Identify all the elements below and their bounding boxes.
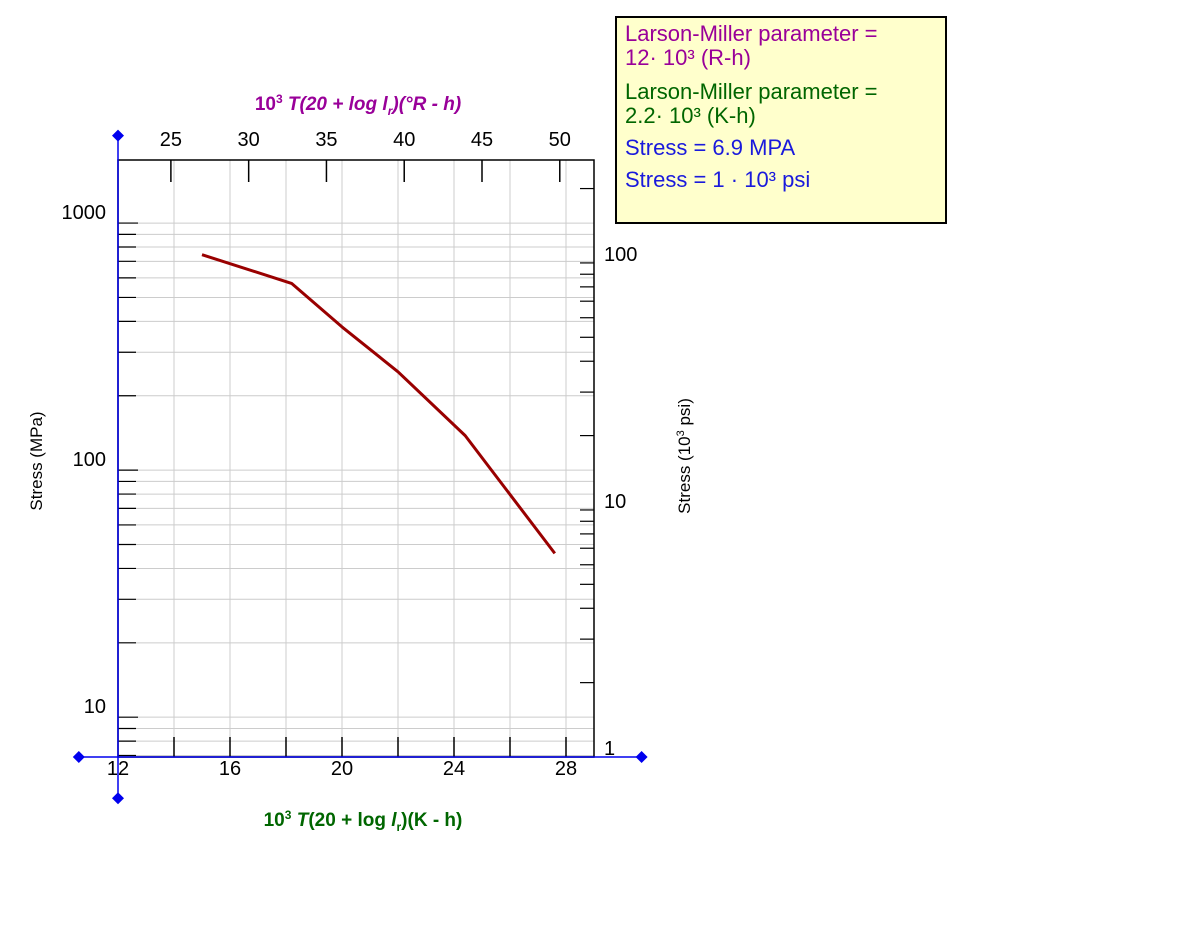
- y-left-tick-label: 1000: [62, 202, 107, 224]
- y-right-tick-label: 100: [604, 244, 637, 266]
- x-top-tick-label: 35: [315, 129, 337, 151]
- lm-rankine-label: Larson-Miller parameter =: [625, 21, 878, 46]
- y-axis-bottom-handle[interactable]: [112, 792, 124, 805]
- x-top-tick-label: 45: [471, 129, 493, 151]
- x-bottom-axis-title: 103 T(20 + log lr)(K - h): [264, 808, 463, 834]
- y-left-tick-label: 10: [84, 696, 106, 718]
- stress-psi-readout: Stress = 1 · 10³ psi: [625, 167, 811, 192]
- result-info-box: Larson-Miller parameter = 12· 10³ (R-h) …: [615, 16, 947, 224]
- axes: [117, 159, 595, 758]
- x-bottom-tick-label: 28: [555, 758, 577, 780]
- plot-frame: [117, 159, 595, 758]
- curve-layer: [201, 253, 556, 555]
- y-right-tick-label: 10: [604, 491, 626, 513]
- x-top-tick-label: 25: [160, 129, 182, 151]
- lm-kelvin-value: 2.2· 10³ (K-h): [625, 103, 756, 128]
- x-axis-left-handle[interactable]: [72, 751, 85, 763]
- x-axis-right-handle[interactable]: [635, 751, 648, 763]
- y-right-axis-title: Stress (103 psi): [675, 398, 694, 514]
- x-bottom-tick-label: 20: [331, 758, 353, 780]
- y-axis-top-handle[interactable]: [112, 129, 124, 142]
- y-left-tick-label: 100: [73, 449, 106, 471]
- lm-rankine-value: 12· 10³ (R-h): [625, 45, 751, 70]
- ticks: [118, 160, 594, 758]
- axis-handles[interactable]: [72, 129, 648, 805]
- x-bottom-tick-label: 16: [219, 758, 241, 780]
- stress-curve: [201, 253, 556, 555]
- y-right-tick-label: 1: [604, 738, 615, 760]
- x-top-axis-title: 103 T(20 + log lr)(°R - h): [255, 92, 461, 118]
- x-bottom-tick-label: 24: [443, 758, 465, 780]
- y-left-axis-title: Stress (MPa): [27, 411, 46, 510]
- grid: [118, 160, 594, 757]
- stress-mpa-readout: Stress = 6.9 MPA: [625, 135, 796, 160]
- x-top-tick-label: 40: [393, 129, 415, 151]
- lm-kelvin-label: Larson-Miller parameter =: [625, 79, 878, 104]
- x-top-tick-label: 50: [549, 129, 571, 151]
- x-top-tick-label: 30: [238, 129, 260, 151]
